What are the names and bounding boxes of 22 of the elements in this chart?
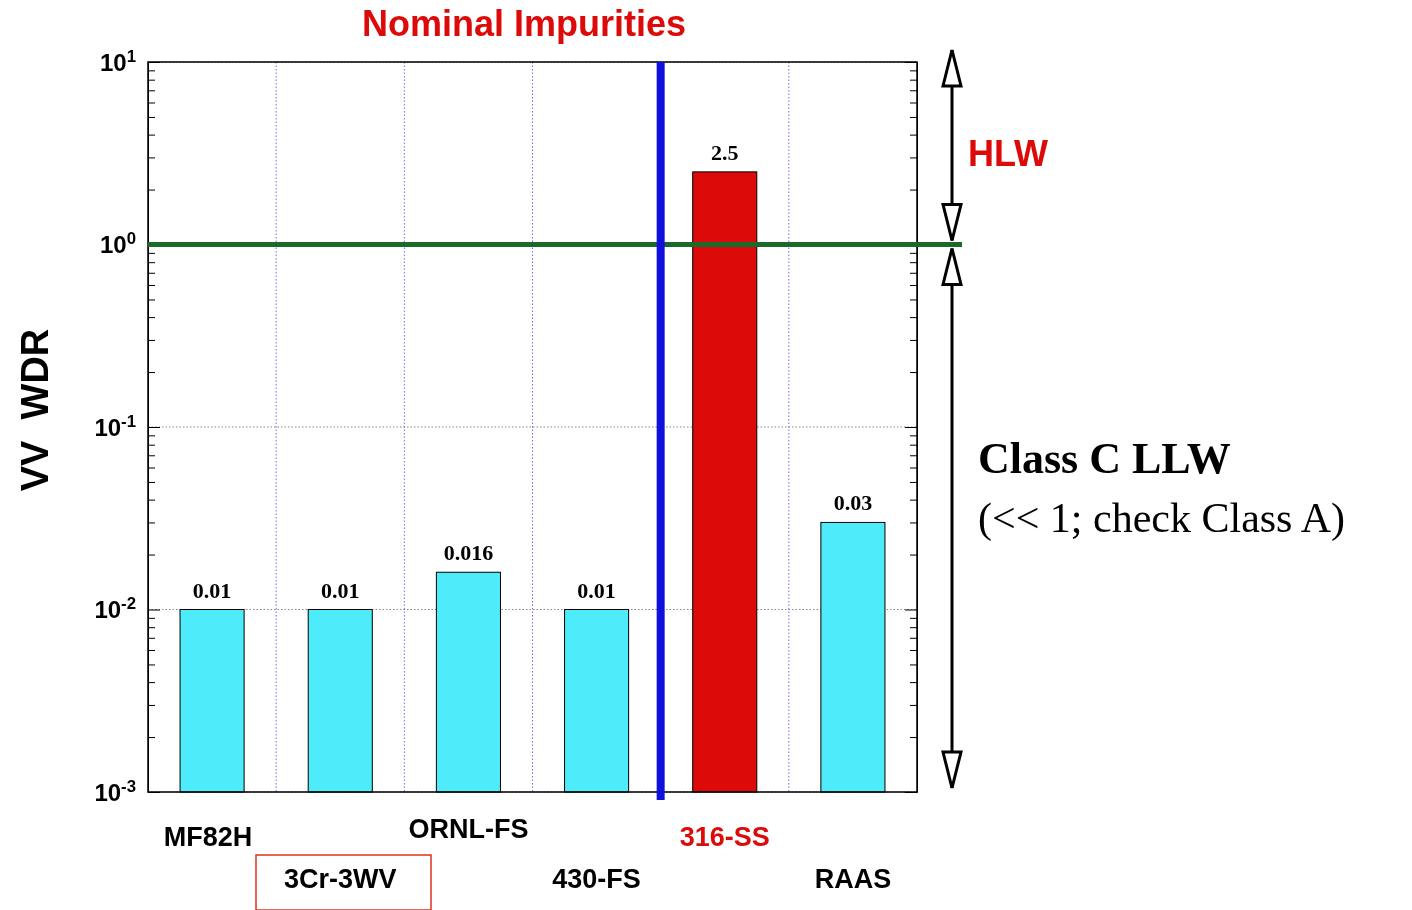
x-tick-label: MF82H bbox=[163, 822, 253, 852]
text: (<< 1; check Class A) bbox=[978, 495, 1345, 542]
data-label: 0.016 bbox=[443, 540, 494, 566]
x-tick-label: 316-SS bbox=[679, 822, 770, 852]
x-tick-label: 430-FS bbox=[552, 864, 641, 894]
text: Class C LLW bbox=[978, 434, 1231, 483]
y-tick-label: 10$^{1}$ bbox=[99, 46, 136, 76]
y-tick-label: 10$^{0}$ bbox=[99, 228, 136, 259]
data-label: 0.03 bbox=[833, 490, 873, 516]
data-label: 0.01 bbox=[192, 577, 232, 603]
data-label: 2.5 bbox=[711, 139, 739, 165]
y-tick-label: 10$^{-1}$ bbox=[94, 411, 136, 441]
chart-title: Nominal Impurities bbox=[361, 3, 687, 44]
y-tick-label: 10$^{-2}$ bbox=[94, 593, 136, 624]
x-tick-label: RAAS bbox=[814, 864, 892, 894]
text: HLW bbox=[968, 133, 1048, 174]
data-label: 0.01 bbox=[577, 577, 616, 603]
y-tick-label: 10$^{-3}$ bbox=[94, 776, 136, 806]
x-tick-label: 3Cr-3WV bbox=[283, 864, 397, 894]
data-label: 0.01 bbox=[321, 577, 360, 603]
x-tick-label: ORNL-FS bbox=[408, 814, 529, 844]
y-axis-title: VV WDR bbox=[14, 328, 56, 492]
